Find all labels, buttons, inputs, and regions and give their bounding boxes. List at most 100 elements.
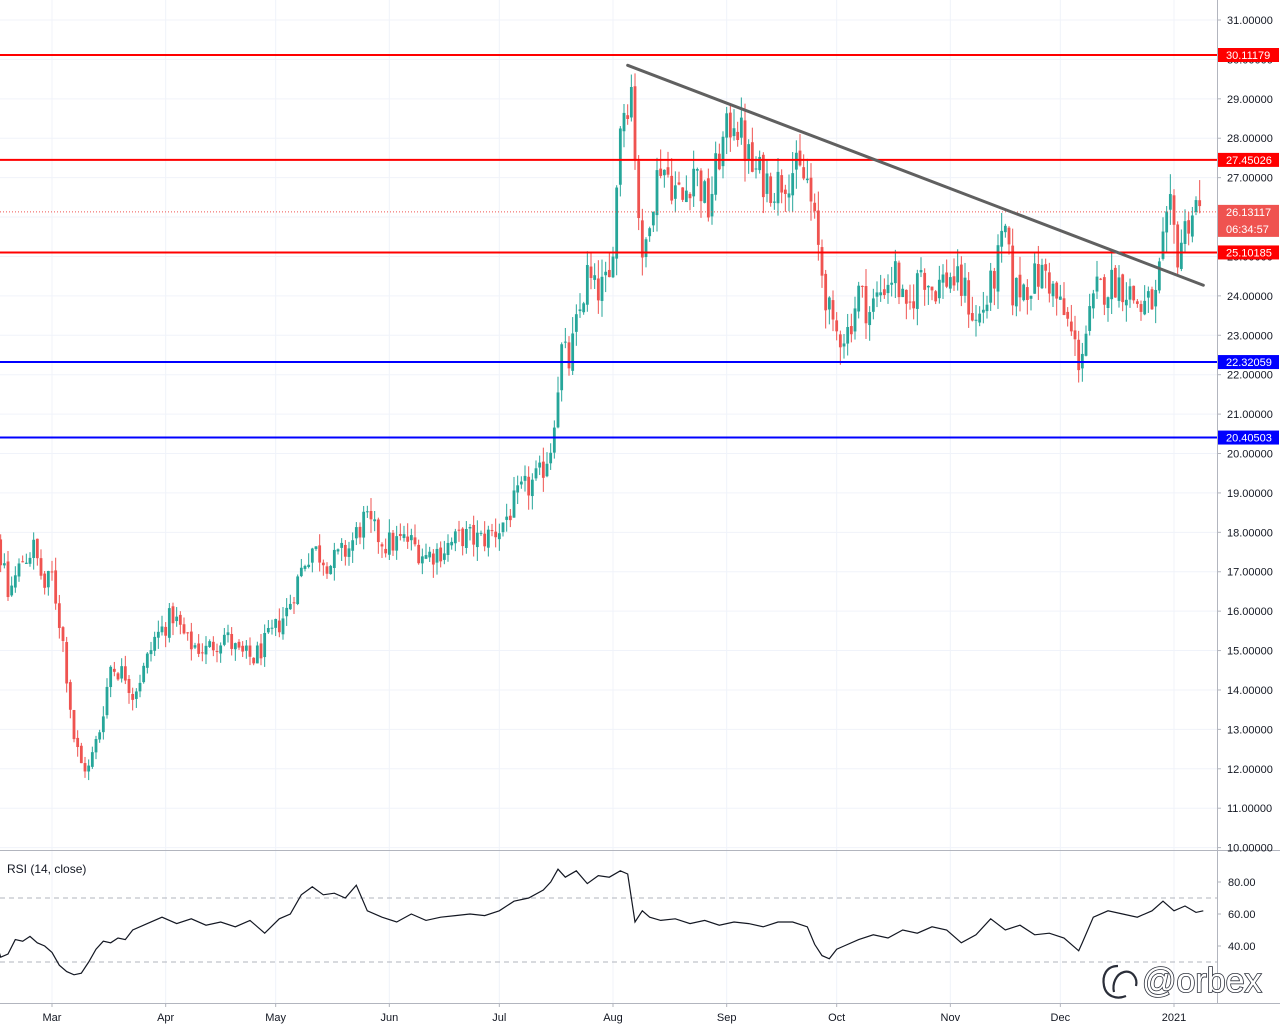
- candle[interactable]: [505, 503, 509, 532]
- candle[interactable]: [1113, 265, 1117, 298]
- candle[interactable]: [992, 267, 996, 306]
- candle[interactable]: [1047, 262, 1051, 303]
- candle[interactable]: [578, 293, 582, 318]
- candle[interactable]: [395, 525, 399, 560]
- candle[interactable]: [1135, 299, 1139, 308]
- candle[interactable]: [1003, 223, 1007, 238]
- candle[interactable]: [846, 313, 850, 356]
- candle[interactable]: [585, 251, 589, 312]
- price-candles[interactable]: [0, 73, 1202, 781]
- candle[interactable]: [1018, 256, 1022, 312]
- candle[interactable]: [919, 257, 923, 278]
- candle[interactable]: [211, 636, 215, 657]
- candle[interactable]: [706, 168, 710, 222]
- candle[interactable]: [739, 97, 743, 145]
- candle[interactable]: [2, 553, 6, 569]
- time-axis[interactable]: Mar Apr May Jun Jul Aug Sep Oct Nov Dec 2021: [43, 1003, 1187, 1024]
- candle[interactable]: [420, 548, 424, 575]
- candle[interactable]: [1033, 251, 1037, 294]
- candle[interactable]: [827, 296, 831, 325]
- candle[interactable]: [736, 121, 740, 147]
- candle[interactable]: [802, 154, 806, 181]
- candle[interactable]: [710, 176, 714, 225]
- candle[interactable]: [1194, 196, 1198, 216]
- candle[interactable]: [50, 560, 54, 581]
- candle[interactable]: [1154, 279, 1158, 324]
- candle[interactable]: [362, 506, 366, 550]
- candle[interactable]: [307, 553, 311, 569]
- candle[interactable]: [222, 627, 226, 647]
- candle[interactable]: [490, 523, 494, 537]
- candle[interactable]: [112, 661, 116, 677]
- candle[interactable]: [1106, 296, 1110, 322]
- candle[interactable]: [695, 167, 699, 187]
- candle[interactable]: [908, 284, 912, 310]
- candle[interactable]: [523, 465, 527, 492]
- candle[interactable]: [94, 735, 98, 760]
- candle[interactable]: [233, 642, 237, 661]
- candle[interactable]: [483, 521, 487, 552]
- candle[interactable]: [230, 627, 234, 656]
- candle[interactable]: [255, 641, 259, 664]
- candle[interactable]: [1044, 258, 1048, 289]
- candle[interactable]: [54, 557, 58, 610]
- candle[interactable]: [728, 104, 732, 152]
- candle[interactable]: [549, 443, 553, 470]
- candle[interactable]: [197, 634, 201, 658]
- candle[interactable]: [703, 179, 707, 204]
- candle[interactable]: [571, 317, 575, 375]
- candle[interactable]: [765, 160, 769, 203]
- candle[interactable]: [167, 602, 171, 643]
- candle[interactable]: [563, 327, 567, 349]
- candle[interactable]: [160, 615, 164, 636]
- candle[interactable]: [450, 537, 454, 550]
- candle[interactable]: [244, 640, 248, 659]
- candle[interactable]: [948, 272, 952, 293]
- candle[interactable]: [248, 637, 252, 666]
- candle[interactable]: [468, 523, 472, 541]
- candle[interactable]: [648, 226, 652, 242]
- candle[interactable]: [816, 191, 820, 261]
- candle[interactable]: [10, 576, 14, 597]
- candle[interactable]: [934, 289, 938, 305]
- candle[interactable]: [32, 532, 36, 570]
- candle[interactable]: [417, 539, 421, 565]
- candle[interactable]: [1157, 257, 1161, 294]
- candle[interactable]: [1190, 206, 1194, 243]
- candle[interactable]: [365, 505, 369, 518]
- candle[interactable]: [428, 546, 432, 563]
- candle[interactable]: [574, 304, 578, 346]
- candle[interactable]: [622, 103, 626, 148]
- candle[interactable]: [1062, 282, 1066, 316]
- candle[interactable]: [6, 550, 10, 601]
- candle[interactable]: [1011, 228, 1015, 316]
- candle[interactable]: [593, 263, 597, 289]
- candle[interactable]: [1183, 209, 1187, 253]
- candle[interactable]: [662, 169, 666, 188]
- candle[interactable]: [666, 151, 670, 178]
- candle[interactable]: [882, 278, 886, 299]
- trendline[interactable]: [626, 63, 1205, 287]
- candle[interactable]: [897, 260, 901, 305]
- candle[interactable]: [175, 607, 179, 627]
- candle[interactable]: [886, 274, 890, 304]
- candle[interactable]: [219, 642, 223, 663]
- candle[interactable]: [904, 289, 908, 320]
- candle[interactable]: [72, 709, 76, 743]
- candle[interactable]: [1099, 277, 1103, 281]
- candle[interactable]: [717, 143, 721, 171]
- candle[interactable]: [0, 534, 3, 573]
- candle[interactable]: [1051, 281, 1055, 307]
- candle[interactable]: [901, 284, 905, 298]
- candle[interactable]: [541, 447, 545, 492]
- candle[interactable]: [252, 657, 256, 666]
- candle[interactable]: [347, 541, 351, 566]
- candle[interactable]: [486, 525, 490, 557]
- candle[interactable]: [534, 460, 538, 481]
- candle[interactable]: [930, 286, 934, 301]
- candle[interactable]: [340, 538, 344, 561]
- candle[interactable]: [336, 548, 340, 555]
- candle[interactable]: [1172, 189, 1176, 244]
- candle[interactable]: [769, 172, 773, 207]
- candle[interactable]: [530, 473, 534, 510]
